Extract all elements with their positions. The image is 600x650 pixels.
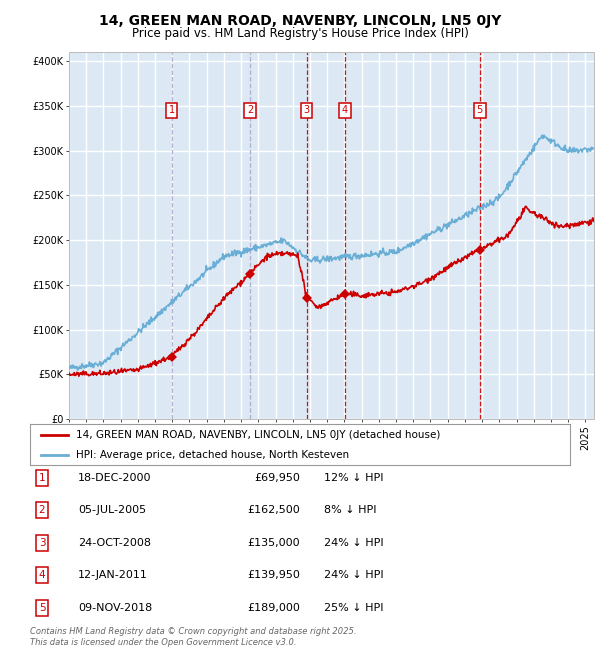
Text: 8% ↓ HPI: 8% ↓ HPI (324, 505, 377, 515)
Text: 09-NOV-2018: 09-NOV-2018 (78, 603, 152, 613)
Text: 2: 2 (38, 505, 46, 515)
Text: 12% ↓ HPI: 12% ↓ HPI (324, 473, 383, 483)
Text: Price paid vs. HM Land Registry's House Price Index (HPI): Price paid vs. HM Land Registry's House … (131, 27, 469, 40)
Text: £189,000: £189,000 (247, 603, 300, 613)
Text: £69,950: £69,950 (254, 473, 300, 483)
Text: 3: 3 (38, 538, 46, 548)
Text: 05-JUL-2005: 05-JUL-2005 (78, 505, 146, 515)
Text: Contains HM Land Registry data © Crown copyright and database right 2025.
This d: Contains HM Land Registry data © Crown c… (30, 627, 356, 647)
Text: 1: 1 (169, 105, 175, 115)
Text: 4: 4 (342, 105, 348, 115)
Text: 24% ↓ HPI: 24% ↓ HPI (324, 570, 383, 580)
Text: 24% ↓ HPI: 24% ↓ HPI (324, 538, 383, 548)
Text: £162,500: £162,500 (247, 505, 300, 515)
Text: 5: 5 (476, 105, 483, 115)
Text: 24-OCT-2008: 24-OCT-2008 (78, 538, 151, 548)
Text: 14, GREEN MAN ROAD, NAVENBY, LINCOLN, LN5 0JY (detached house): 14, GREEN MAN ROAD, NAVENBY, LINCOLN, LN… (76, 430, 440, 440)
Text: 14, GREEN MAN ROAD, NAVENBY, LINCOLN, LN5 0JY: 14, GREEN MAN ROAD, NAVENBY, LINCOLN, LN… (99, 14, 501, 29)
Text: £139,950: £139,950 (247, 570, 300, 580)
Text: 2: 2 (247, 105, 253, 115)
Text: 25% ↓ HPI: 25% ↓ HPI (324, 603, 383, 613)
Text: 3: 3 (304, 105, 310, 115)
Text: 5: 5 (38, 603, 46, 613)
Text: 4: 4 (38, 570, 46, 580)
Text: 18-DEC-2000: 18-DEC-2000 (78, 473, 151, 483)
Text: £135,000: £135,000 (247, 538, 300, 548)
Text: 12-JAN-2011: 12-JAN-2011 (78, 570, 148, 580)
Text: HPI: Average price, detached house, North Kesteven: HPI: Average price, detached house, Nort… (76, 450, 349, 460)
Text: 1: 1 (38, 473, 46, 483)
